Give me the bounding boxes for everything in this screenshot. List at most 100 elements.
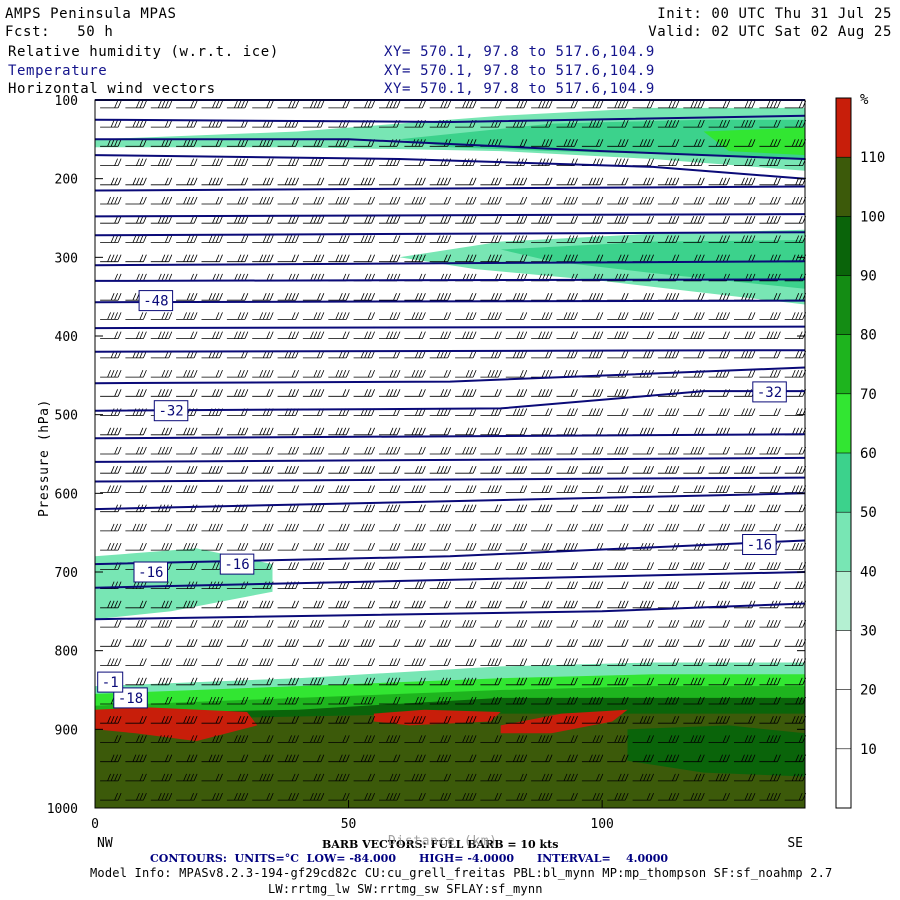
wind-barb <box>429 466 452 474</box>
field-rh-label: Relative humidity (w.r.t. ice) <box>8 44 279 60</box>
wind-barb <box>201 100 223 109</box>
wind-barb <box>708 504 730 513</box>
wind-barb <box>252 293 274 301</box>
wind-barb <box>556 485 578 493</box>
wind-barb <box>277 254 299 263</box>
wind-barb <box>100 466 122 474</box>
wind-barb <box>150 600 173 609</box>
wind-barb <box>480 331 502 339</box>
wind-barb <box>226 389 249 397</box>
temp-contour--12 <box>94 539 806 566</box>
wind-barb <box>328 716 350 724</box>
wind-barb <box>531 639 553 647</box>
wind-barb <box>302 139 325 147</box>
wind-barb <box>531 350 553 359</box>
wind-barb <box>480 177 502 186</box>
wind-barb <box>556 639 578 647</box>
wind-barb <box>404 408 426 416</box>
wind-barb <box>607 619 629 628</box>
contour-labels: -48 -32 -32 -16 -16 -16 -18-1 <box>97 290 787 709</box>
wind-barb <box>784 581 807 589</box>
wind-barb <box>100 119 122 128</box>
wind-barb <box>404 773 426 782</box>
wind-barb <box>100 216 122 224</box>
wind-barb <box>100 581 122 589</box>
wind-barb <box>657 716 680 724</box>
wind-barb <box>632 581 654 589</box>
wind-barb <box>125 716 147 724</box>
wind-barb <box>784 542 807 551</box>
rh-region-4 <box>500 240 805 289</box>
wind-barb <box>581 350 604 359</box>
rh-region-13 <box>373 709 501 726</box>
wind-barb <box>176 792 198 801</box>
contour-label-0: -48 <box>138 290 174 312</box>
wind-barb <box>480 427 502 436</box>
wind-barb <box>302 639 325 647</box>
wind-barb <box>505 466 528 474</box>
wind-barb <box>353 446 375 455</box>
wind-barb <box>683 216 705 224</box>
wind-barb <box>353 542 375 551</box>
wind-barb <box>353 254 375 263</box>
wind-barb <box>556 716 578 724</box>
wind-barb <box>125 677 147 686</box>
wind-barb <box>683 196 705 205</box>
wind-barb <box>581 119 604 128</box>
wind-barb <box>379 350 401 359</box>
wind-barb <box>328 369 350 378</box>
wind-barb <box>125 312 147 320</box>
wind-barb <box>683 523 705 532</box>
wind-barb <box>556 350 578 359</box>
wind-barb <box>252 716 274 724</box>
wind-barb <box>201 235 223 243</box>
wind-barb <box>429 312 452 320</box>
wind-barb <box>226 466 249 474</box>
wind-barb <box>328 350 350 359</box>
wind-barb <box>632 100 654 109</box>
wind-barb <box>277 177 299 186</box>
wind-barb <box>353 389 375 397</box>
wind-barb <box>328 177 350 186</box>
wind-barb <box>683 639 705 647</box>
wind-barb <box>505 254 528 263</box>
wind-barb <box>531 658 553 666</box>
wind-barb <box>531 196 553 205</box>
wind-barb <box>404 446 426 455</box>
wind-barb <box>100 619 122 628</box>
wind-barb <box>150 446 173 455</box>
wind-barb <box>100 408 122 416</box>
wind-barb <box>302 446 325 455</box>
wind-barb <box>226 773 249 782</box>
wind-barb <box>100 389 122 397</box>
wind-barb <box>252 119 274 128</box>
wind-barb <box>100 735 122 743</box>
contour-label-text: -1 <box>102 675 119 691</box>
wind-barb <box>632 331 654 339</box>
wind-barb <box>100 158 122 166</box>
colorbar-label: 30 <box>860 624 877 640</box>
plot-frame <box>94 99 806 809</box>
wind-barb <box>581 389 604 397</box>
colorbar-segment <box>836 275 851 335</box>
field-wind-label: Horizontal wind vectors <box>8 81 216 97</box>
wind-barb <box>759 408 781 416</box>
wind-barb <box>607 542 629 551</box>
colorbar-segment <box>836 393 851 453</box>
wind-barb <box>176 369 198 378</box>
wind-barb <box>150 639 173 647</box>
wind-barb <box>683 696 705 705</box>
wind-barb <box>683 312 705 320</box>
wind-barb <box>759 773 781 782</box>
wind-barb <box>581 293 604 301</box>
contour-label-2: -32 <box>752 381 787 403</box>
wind-barb <box>556 619 578 628</box>
contour-label-5: -16 <box>742 534 777 555</box>
wind-barb <box>252 408 274 416</box>
wind-barb <box>201 792 223 801</box>
wind-barb <box>632 639 654 647</box>
wind-barb <box>252 158 274 166</box>
wind-barb <box>505 696 528 705</box>
wind-barb <box>784 523 807 532</box>
wind-barb <box>302 696 325 705</box>
